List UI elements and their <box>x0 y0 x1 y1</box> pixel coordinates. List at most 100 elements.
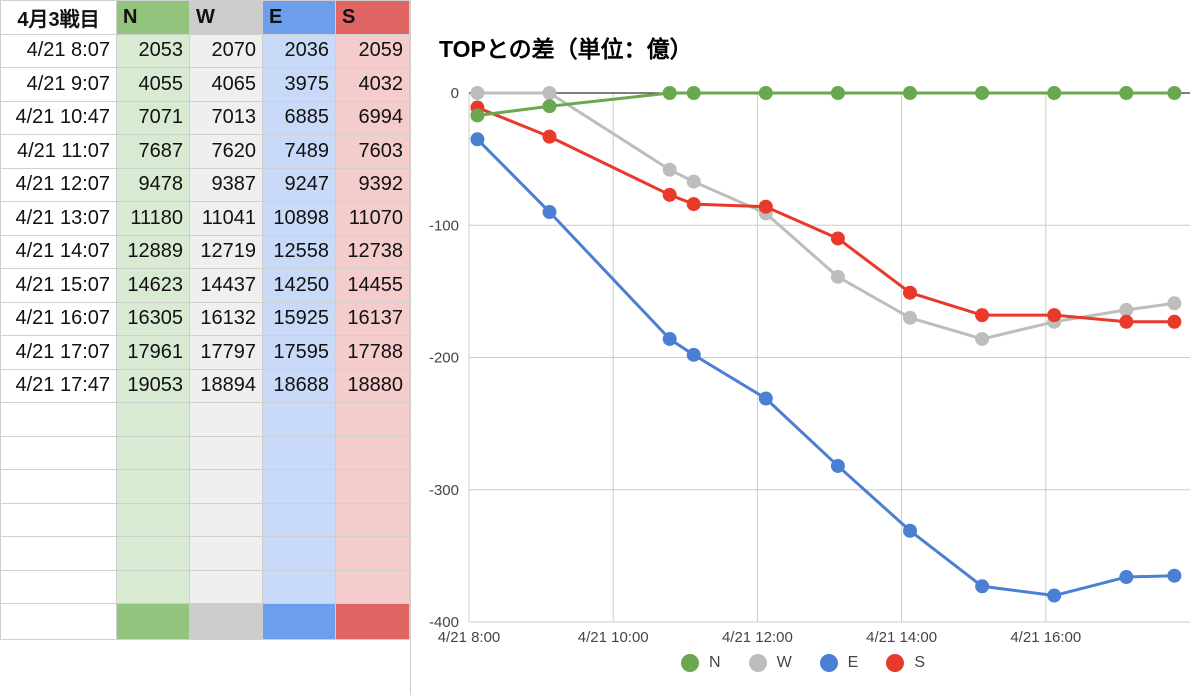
value-cell[interactable]: 6885 <box>262 100 336 135</box>
value-cell[interactable]: 3975 <box>262 67 336 102</box>
empty-cell[interactable] <box>262 469 336 504</box>
empty-cell[interactable] <box>335 435 410 470</box>
footer-cell[interactable] <box>116 603 190 640</box>
empty-cell[interactable] <box>116 469 190 504</box>
value-cell[interactable]: 7013 <box>189 100 263 135</box>
value-cell[interactable]: 4055 <box>116 67 190 102</box>
empty-cell[interactable] <box>0 435 117 470</box>
empty-cell[interactable] <box>116 402 190 437</box>
value-cell[interactable]: 7489 <box>262 134 336 169</box>
value-cell[interactable]: 17595 <box>262 335 336 370</box>
value-cell[interactable]: 9247 <box>262 167 336 202</box>
empty-cell[interactable] <box>189 569 263 604</box>
value-cell[interactable]: 16137 <box>335 301 410 336</box>
time-cell[interactable]: 4/21 9:07 <box>0 67 117 102</box>
time-cell[interactable]: 4/21 10:47 <box>0 100 117 135</box>
value-cell[interactable]: 2059 <box>335 33 410 68</box>
header-cell-label[interactable]: 4月3戦目 <box>0 0 117 35</box>
empty-cell[interactable] <box>189 502 263 537</box>
time-cell[interactable]: 4/21 11:07 <box>0 134 117 169</box>
value-cell[interactable]: 17961 <box>116 335 190 370</box>
value-cell[interactable]: 11070 <box>335 201 410 236</box>
header-cell-e[interactable]: E <box>262 0 336 35</box>
value-cell[interactable]: 7603 <box>335 134 410 169</box>
time-cell[interactable]: 4/21 17:47 <box>0 368 117 403</box>
empty-cell[interactable] <box>262 435 336 470</box>
header-cell-w[interactable]: W <box>189 0 263 35</box>
value-cell[interactable]: 14437 <box>189 268 263 303</box>
empty-cell[interactable] <box>116 536 190 571</box>
empty-cell[interactable] <box>189 402 263 437</box>
time-cell[interactable]: 4/21 12:07 <box>0 167 117 202</box>
value-cell[interactable]: 17788 <box>335 335 410 370</box>
empty-cell[interactable] <box>0 569 117 604</box>
footer-cell[interactable] <box>262 603 336 640</box>
empty-cell[interactable] <box>335 536 410 571</box>
empty-cell[interactable] <box>0 536 117 571</box>
spreadsheet: 4月3戦目 N W E S 4/21 8:07 2053 2070 2036 2059 4… <box>0 0 411 695</box>
empty-cell[interactable] <box>335 469 410 504</box>
value-cell[interactable]: 14250 <box>262 268 336 303</box>
empty-cell[interactable] <box>335 502 410 537</box>
value-cell[interactable]: 12558 <box>262 234 336 269</box>
time-cell[interactable]: 4/21 17:07 <box>0 335 117 370</box>
value-cell[interactable]: 9478 <box>116 167 190 202</box>
value-cell[interactable]: 6994 <box>335 100 410 135</box>
value-cell[interactable]: 7071 <box>116 100 190 135</box>
value-cell[interactable]: 15925 <box>262 301 336 336</box>
value-cell[interactable]: 18894 <box>189 368 263 403</box>
value-cell[interactable]: 9392 <box>335 167 410 202</box>
value-cell[interactable]: 10898 <box>262 201 336 236</box>
value-cell[interactable]: 2053 <box>116 33 190 68</box>
empty-cell[interactable] <box>116 435 190 470</box>
value-cell[interactable]: 12738 <box>335 234 410 269</box>
empty-cell[interactable] <box>0 502 117 537</box>
header-cell-s[interactable]: S <box>335 0 410 35</box>
legend-item-s[interactable]: S <box>886 654 925 672</box>
empty-cell[interactable] <box>116 502 190 537</box>
time-cell[interactable]: 4/21 15:07 <box>0 268 117 303</box>
value-cell[interactable]: 4032 <box>335 67 410 102</box>
empty-cell[interactable] <box>189 435 263 470</box>
footer-cell[interactable] <box>335 603 410 640</box>
legend-item-n[interactable]: N <box>681 654 721 672</box>
time-cell[interactable]: 4/21 16:07 <box>0 301 117 336</box>
value-cell[interactable]: 11180 <box>116 201 190 236</box>
time-cell[interactable]: 4/21 13:07 <box>0 201 117 236</box>
value-cell[interactable]: 11041 <box>189 201 263 236</box>
time-cell[interactable]: 4/21 8:07 <box>0 33 117 68</box>
empty-cell[interactable] <box>262 569 336 604</box>
footer-cell[interactable] <box>0 603 117 640</box>
value-cell[interactable]: 17797 <box>189 335 263 370</box>
value-cell[interactable]: 12719 <box>189 234 263 269</box>
empty-cell[interactable] <box>0 402 117 437</box>
value-cell[interactable]: 9387 <box>189 167 263 202</box>
legend-item-w[interactable]: W <box>748 654 792 672</box>
value-cell[interactable]: 7687 <box>116 134 190 169</box>
header-cell-n[interactable]: N <box>116 0 190 35</box>
value-cell[interactable]: 12889 <box>116 234 190 269</box>
value-cell[interactable]: 4065 <box>189 67 263 102</box>
value-cell[interactable]: 2070 <box>189 33 263 68</box>
value-cell[interactable]: 7620 <box>189 134 263 169</box>
legend-item-e[interactable]: E <box>819 654 858 672</box>
empty-cell[interactable] <box>116 569 190 604</box>
value-cell[interactable]: 19053 <box>116 368 190 403</box>
empty-cell[interactable] <box>262 536 336 571</box>
value-cell[interactable]: 18880 <box>335 368 410 403</box>
empty-cell[interactable] <box>189 469 263 504</box>
footer-cell[interactable] <box>189 603 263 640</box>
empty-cell[interactable] <box>0 469 117 504</box>
time-cell[interactable]: 4/21 14:07 <box>0 234 117 269</box>
value-cell[interactable]: 14455 <box>335 268 410 303</box>
value-cell[interactable]: 16305 <box>116 301 190 336</box>
empty-cell[interactable] <box>335 402 410 437</box>
empty-cell[interactable] <box>262 402 336 437</box>
value-cell[interactable]: 14623 <box>116 268 190 303</box>
empty-cell[interactable] <box>189 536 263 571</box>
value-cell[interactable]: 18688 <box>262 368 336 403</box>
empty-cell[interactable] <box>262 502 336 537</box>
empty-cell[interactable] <box>335 569 410 604</box>
value-cell[interactable]: 16132 <box>189 301 263 336</box>
value-cell[interactable]: 2036 <box>262 33 336 68</box>
